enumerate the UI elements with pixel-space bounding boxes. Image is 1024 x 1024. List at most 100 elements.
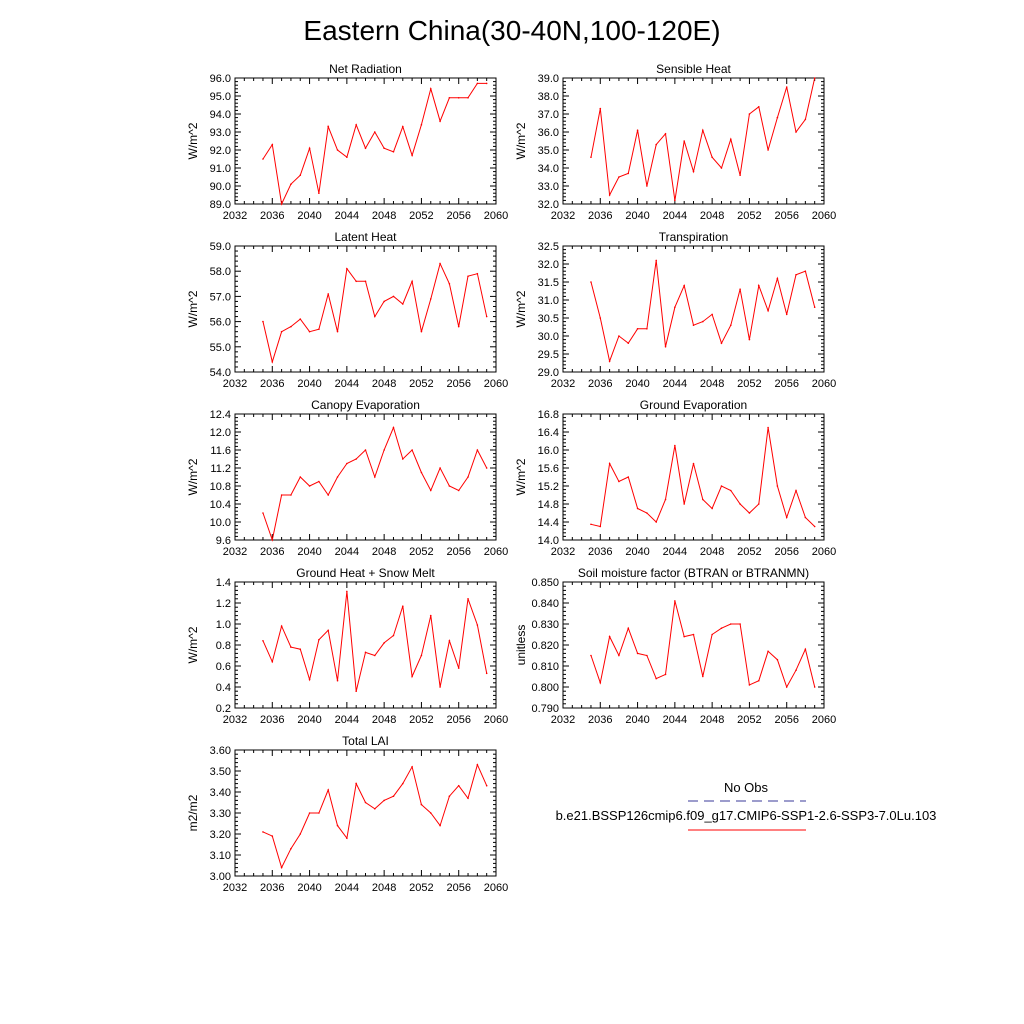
y-tick-label: 35.0 [538,145,559,157]
x-tick-label: 2060 [484,378,508,390]
data-point [485,82,488,85]
y-tick-label: 16.4 [538,427,559,439]
data-point [785,86,788,88]
plot-frame [234,581,497,709]
data-point [336,679,339,682]
y-tick-label: 3.00 [210,871,231,883]
data-point [636,507,639,510]
data-point [346,462,348,465]
y-tick-label: 3.60 [210,745,231,757]
y-tick-label: 30.0 [538,331,559,343]
y-tick-label: 91.0 [210,163,231,175]
x-tick-label: 2036 [588,546,612,558]
series-line [262,426,488,542]
y-tick-label: 37.0 [538,109,559,121]
y-tick-label: 16.0 [538,445,559,457]
data-point [739,623,741,625]
panel-title: Latent Heat [334,230,397,244]
y-tick-label: 3.10 [210,850,231,862]
data-point [618,480,620,483]
y-tick-label: 92.0 [210,145,231,157]
data-point [271,835,274,837]
data-point [280,494,283,496]
x-tick-label: 2048 [700,210,724,222]
data-point [804,270,807,273]
x-tick-label: 2040 [625,378,649,390]
data-point [448,640,451,642]
data-point [290,646,292,648]
y-tick-label: 34.0 [538,163,559,175]
data-point [711,507,713,510]
data-point [271,661,274,663]
data-point [664,133,667,135]
data-point [420,330,423,333]
data-point [795,131,797,133]
data-point [664,498,667,501]
data-point [262,831,264,833]
data-point [804,118,807,121]
x-tick-label: 2044 [335,714,359,726]
data-point [420,124,423,126]
x-tick-label: 2048 [372,546,396,558]
y-tick-label: 3.50 [210,766,231,778]
x-tick-label: 2060 [484,210,508,222]
data-point [364,651,367,654]
data-point [457,97,460,99]
data-point [646,512,648,514]
data-point [599,317,602,319]
data-point [336,330,339,333]
x-tick-label: 2044 [663,378,687,390]
plot-frame [234,413,497,541]
y-tick-label: 10.0 [210,517,231,529]
series-line [262,763,488,869]
y-tick-label: 58.0 [210,266,231,278]
data-point [290,847,292,850]
data-point [739,174,741,176]
x-tick-label: 2036 [588,378,612,390]
data-point [355,458,357,460]
data-point [664,346,667,348]
x-tick-label: 2036 [260,882,284,894]
y-tick-label: 94.0 [210,109,231,121]
plot-frame [562,77,825,205]
data-point [729,623,732,625]
y-tick-label: 0.8 [216,640,231,652]
data-point [590,281,592,283]
x-tick-label: 2032 [223,714,247,726]
data-point [683,635,685,638]
x-tick-label: 2048 [372,714,396,726]
x-tick-label: 2044 [335,546,359,558]
data-point [683,503,685,505]
y-axis-label: W/m^2 [186,458,200,495]
y-tick-label: 10.4 [210,499,231,511]
y-tick-label: 11.2 [210,463,231,475]
y-axis-label: W/m^2 [514,122,528,159]
x-tick-label: 2060 [812,378,836,390]
panel-title: Sensible Heat [656,62,731,76]
data-point [411,675,413,678]
data-point [655,143,658,146]
data-point [355,280,357,283]
y-tick-label: 90.0 [210,181,231,193]
x-tick-label: 2048 [700,714,724,726]
y-tick-label: 96.0 [210,73,231,85]
x-tick-label: 2032 [551,714,575,726]
data-point [692,633,695,636]
x-tick-label: 2060 [812,210,836,222]
panel-title: Total LAI [342,734,389,748]
data-point [767,650,769,653]
data-point [318,638,320,641]
y-tick-label: 1.2 [216,598,231,610]
chart-panel-1: Net Radiation W/m^2 2032 2036 2040 2044 2048 20… [186,62,508,222]
data-point [308,678,311,681]
y-tick-label: 11.6 [210,445,231,457]
data-point [646,654,648,657]
data-point [299,476,302,478]
y-tick-label: 33.0 [538,181,559,193]
data-point [420,654,423,657]
chart-panel-4: Transpiration W/m^2 2032 2036 2040 2044 2048 20… [514,230,836,390]
x-tick-label: 2056 [774,210,798,222]
data-point [411,766,413,768]
data-point [748,684,751,686]
y-tick-label: 56.0 [210,317,231,329]
